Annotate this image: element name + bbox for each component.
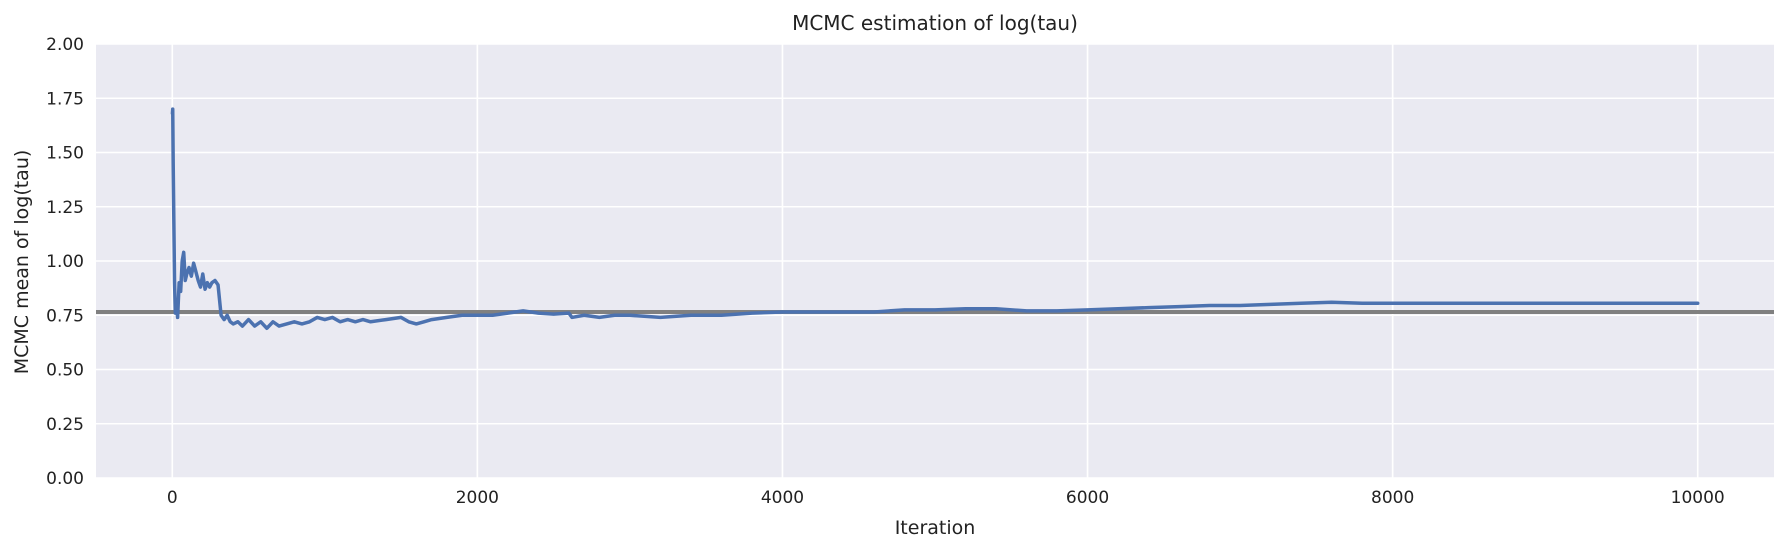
y-tick-label: 0.75 — [46, 306, 84, 326]
series-group — [170, 107, 1700, 331]
series-line — [170, 107, 1700, 331]
x-axis-label: Iteration — [895, 517, 976, 539]
y-tick-label: 2.00 — [46, 35, 84, 55]
y-tick-label: 1.00 — [46, 252, 84, 272]
y-tick-label: 1.75 — [46, 89, 84, 109]
x-tick-label: 8000 — [1371, 488, 1414, 508]
chart-title: MCMC estimation of log(tau) — [792, 11, 1078, 35]
x-tick-label: 2000 — [456, 488, 499, 508]
x-tick-label: 6000 — [1066, 488, 1109, 508]
y-tick-label: 0.25 — [46, 415, 84, 435]
x-tick-label: 4000 — [761, 488, 804, 508]
y-tick-label: 1.50 — [46, 144, 84, 164]
x-tick-label: 0 — [167, 488, 178, 508]
y-tick-label: 0.00 — [46, 469, 84, 489]
y-axis-label: MCMC mean of log(tau) — [11, 150, 33, 375]
y-tick-label: 1.25 — [46, 198, 84, 218]
x-tick-label: 10000 — [1671, 488, 1725, 508]
tick-labels: 0 2000 4000 6000 8000 10000 0.00 0.25 0.50 0.75 1.… — [46, 35, 1725, 508]
y-tick-label: 0.50 — [46, 361, 84, 381]
grid — [96, 43, 1774, 479]
